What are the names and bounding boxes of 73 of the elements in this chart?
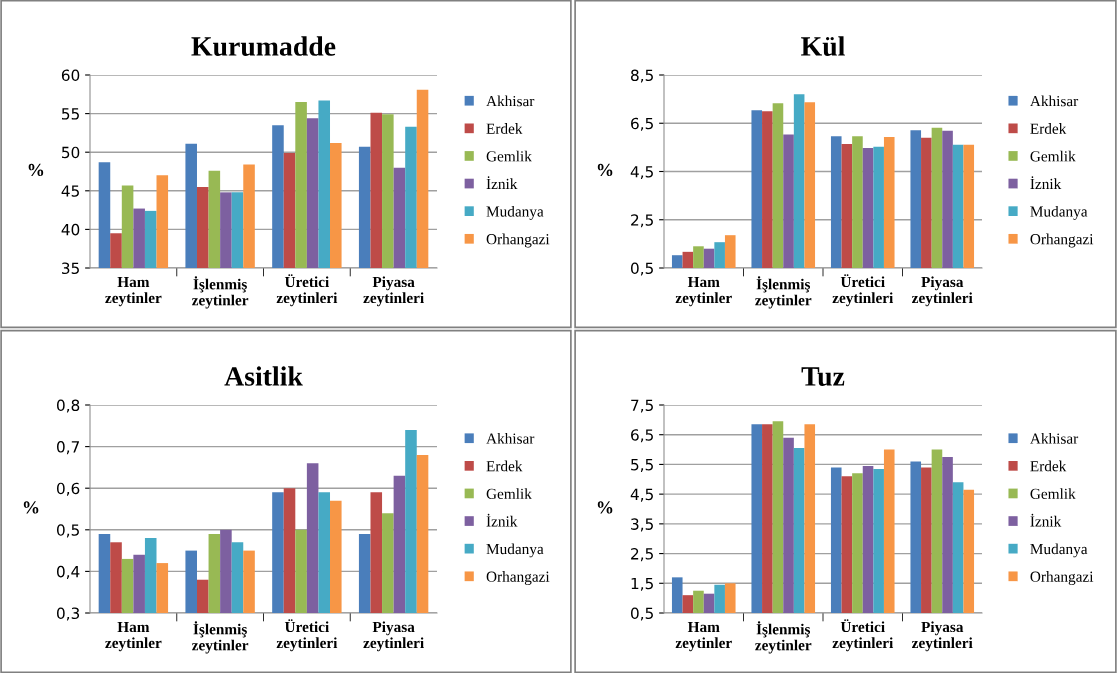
x-tick-label: Üretici zeytinleri [276,274,338,307]
legend-label: Akhisar [1030,433,1079,444]
legend-label: Erdek [1030,123,1067,134]
y-tick-label: 45 [61,185,79,197]
x-tick-label: Piyasa zeytinleri [363,276,424,307]
y-tick-label: 6,5 [631,429,653,443]
x-tick-label: Ham zeytinler [675,276,732,307]
x-tick-label: Piyasa zeytinleri [912,621,973,652]
y-tick-label: 55 [62,108,79,120]
legend-label: Erdek [1030,460,1067,472]
x-tick-label: Ham zeytinler [105,621,162,652]
legend-label: Orhangazi [486,233,550,248]
x-tick-label: Üretici zeytinleri [832,619,894,652]
y-tick-label: 0,5 [630,262,653,276]
y-tick-label: 3,5 [631,518,653,532]
legend-label: Mudanya [1030,543,1088,558]
y-tick-label: 2,5 [631,214,653,228]
y-tick-label: 5,5 [631,459,653,473]
legend-label: Gemlik [1030,150,1076,162]
legend-label: Mudanya [1030,205,1088,220]
legend-label: Orhangazi [486,571,550,585]
y-tick-label: 7,5 [631,399,653,413]
y-tick-label: 50 [62,146,80,159]
x-tick-label: Ham zeytinler [105,276,162,307]
y-tick-label: 4,5 [630,488,653,502]
y-axis-title: % [23,501,39,514]
legend-label: Akhisar [486,433,535,444]
y-tick-label: 0,3 [56,607,80,621]
y-tick-label: 6,5 [631,117,653,131]
legend-label: İznik [1030,176,1062,189]
y-tick-label: 0,5 [630,607,653,621]
legend-label: İznik [1030,513,1062,527]
y-tick-label: 40 [61,223,80,236]
legend-label: İznik [486,176,518,189]
legend-label: Gemlik [486,488,532,499]
x-tick-label: Ham zeytinler [675,621,732,652]
legend-label: Akhisar [486,95,535,107]
legend-label: İznik [486,513,518,527]
x-tick-label: Üretici zeytinleri [832,274,894,307]
x-tick-label: Piyasa zeytinleri [912,276,973,307]
x-tick-label: Piyasa zeytinleri [363,621,424,652]
legend-label: Mudanya [486,205,544,220]
y-tick-label: 0,8 [56,399,80,413]
y-tick-label: 0,4 [56,565,80,579]
legend-label: Erdek [486,460,523,472]
y-tick-label: 4,5 [630,166,653,180]
legend-label: Erdek [486,123,523,134]
y-tick-label: 1,5 [631,577,653,591]
y-tick-label: 0,6 [56,482,80,496]
x-tick-label: İşlenmiş zeytinler [192,276,249,309]
chart-title: Asitlik [224,366,303,386]
y-tick-label: 0,7 [56,441,79,455]
legend-label: Orhangazi [1030,233,1094,248]
x-tick-label: Üretici zeytinleri [276,619,338,652]
x-tick-label: İşlenmiş zeytinler [755,276,812,309]
chart-title: Tuz [801,367,845,386]
y-axis-title: % [597,501,613,514]
x-tick-label: İşlenmiş zeytinler [192,621,249,654]
y-axis-title: % [28,163,44,177]
chart-title: Kül [801,36,845,56]
chart-title: Kurumadde [191,36,336,56]
y-tick-label: 8,5 [631,69,653,83]
y-tick-label: 0,5 [56,524,79,538]
x-tick-label: İşlenmiş zeytinler [755,621,812,654]
y-tick-label: 60 [61,69,80,82]
y-axis-title: % [597,163,613,177]
y-tick-label: 2,5 [631,548,653,562]
y-tick-label: 35 [62,262,79,275]
legend-label: Orhangazi [1030,571,1094,585]
legend-label: Gemlik [486,150,532,162]
legend-label: Mudanya [486,543,544,558]
legend-label: Akhisar [1030,95,1079,107]
legend-label: Gemlik [1030,488,1076,499]
